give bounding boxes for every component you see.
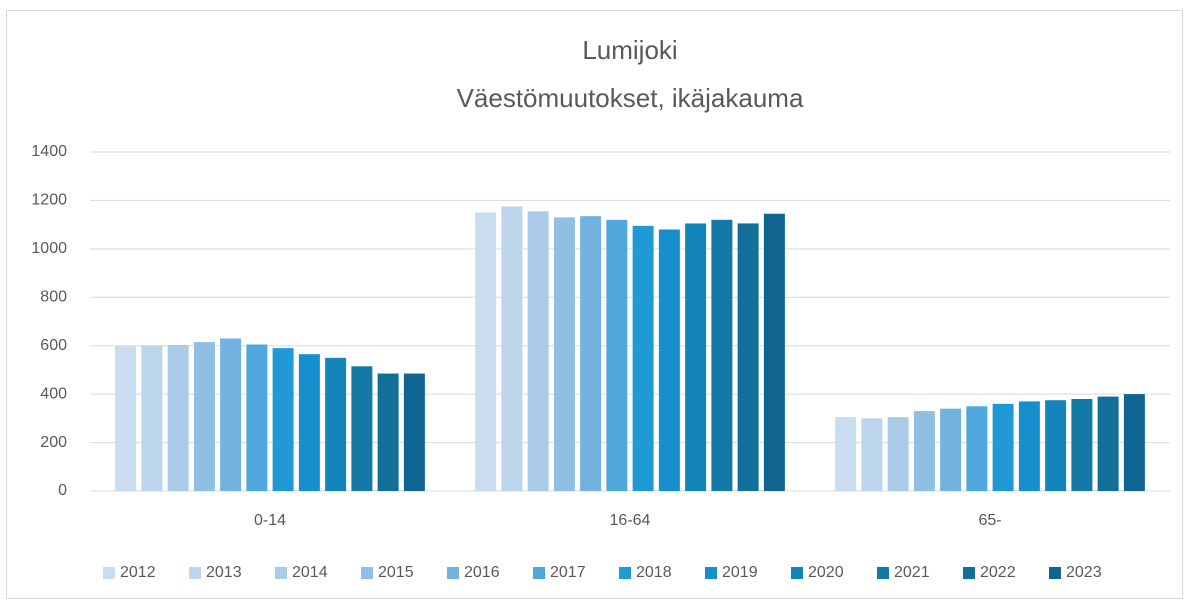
legend-label: 2016 [464,564,500,581]
bar [711,219,733,492]
bar [141,345,163,491]
y-tick-label: 1400 [31,143,67,160]
y-tick-label: 200 [40,434,67,451]
x-tick-label: 65- [978,512,1001,529]
bar [325,357,347,491]
bar [1123,394,1145,491]
bar [193,342,215,491]
y-tick-label: 1200 [31,192,67,209]
chart-title: Lumijoki [582,35,677,65]
legend-label: 2012 [120,564,156,581]
bar [501,206,523,491]
legend-swatch [791,567,803,579]
bar [685,223,707,492]
legend-label: 2022 [980,564,1016,581]
legend-swatch [275,567,287,579]
bar [298,354,320,491]
legend-label: 2014 [292,564,328,581]
y-tick-label: 1000 [31,240,67,257]
legend-swatch [103,567,115,579]
y-tick-label: 800 [40,289,67,306]
legend-label: 2018 [636,564,672,581]
legend-swatch [619,567,631,579]
legend-label: 2015 [378,564,414,581]
y-tick-label: 600 [40,337,67,354]
bar [167,344,189,491]
legend-swatch [447,567,459,579]
bar [403,373,425,491]
legend-swatch [533,567,545,579]
legend-swatch [1049,567,1061,579]
bar [887,417,909,491]
x-tick-label: 0-14 [254,512,286,529]
bar [763,213,785,491]
bar [835,417,857,491]
bar [351,366,373,491]
legend-label: 2020 [808,564,844,581]
bar [580,216,602,492]
bar [1045,400,1067,491]
legend-label: 2017 [550,564,586,581]
bar [992,403,1014,491]
legend-label: 2013 [206,564,242,581]
bar [475,212,497,492]
legend-swatch [705,567,717,579]
bar [606,219,628,492]
legend-swatch [963,567,975,579]
bar [1018,401,1040,491]
legend-swatch [361,567,373,579]
legend-label: 2021 [894,564,930,581]
bar [220,338,242,491]
legend-swatch [189,567,201,579]
bar [553,217,575,491]
bar [632,225,654,491]
legend-swatch [877,567,889,579]
bar [940,408,962,491]
x-tick-label: 16-64 [610,512,651,529]
bar [377,373,399,491]
legend-label: 2023 [1066,564,1102,581]
bar [737,223,759,492]
bar [527,211,549,491]
bar [115,345,137,491]
bar [861,418,883,491]
bar [272,348,294,491]
y-tick-label: 0 [58,482,67,499]
bar [658,229,680,491]
bar [913,411,935,491]
bar [246,344,268,491]
bar [1097,396,1119,491]
y-tick-label: 400 [40,385,67,402]
bar [1071,398,1093,491]
bar [966,406,988,491]
legend-label: 2019 [722,564,758,581]
chart-subtitle: Väestömuutokset, ikäjakauma [457,83,804,113]
